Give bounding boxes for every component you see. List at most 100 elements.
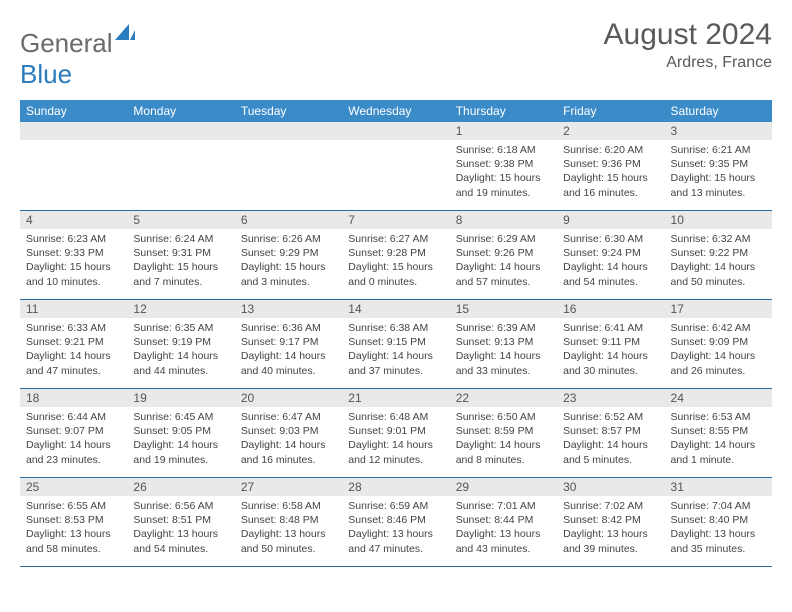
calendar: Sunday Monday Tuesday Wednesday Thursday… — [20, 100, 772, 567]
day-number: 23 — [557, 389, 664, 407]
sunset-text: Sunset: 9:13 PM — [456, 335, 551, 349]
sunrise-text: Sunrise: 6:35 AM — [133, 321, 228, 335]
calendar-day: 23Sunrise: 6:52 AMSunset: 8:57 PMDayligh… — [557, 389, 664, 477]
sunset-text: Sunset: 9:07 PM — [26, 424, 121, 438]
calendar-day: 10Sunrise: 6:32 AMSunset: 9:22 PMDayligh… — [665, 211, 772, 299]
calendar-day: 11Sunrise: 6:33 AMSunset: 9:21 PMDayligh… — [20, 300, 127, 388]
dow-tuesday: Tuesday — [235, 100, 342, 122]
daylight-text: Daylight: 13 hours and 47 minutes. — [348, 527, 443, 555]
day-body: Sunrise: 6:58 AMSunset: 8:48 PMDaylight:… — [235, 496, 342, 560]
sunrise-text: Sunrise: 7:01 AM — [456, 499, 551, 513]
sunrise-text: Sunrise: 6:48 AM — [348, 410, 443, 424]
day-body: Sunrise: 6:59 AMSunset: 8:46 PMDaylight:… — [342, 496, 449, 560]
calendar-day: 14Sunrise: 6:38 AMSunset: 9:15 PMDayligh… — [342, 300, 449, 388]
daylight-text: Daylight: 15 hours and 0 minutes. — [348, 260, 443, 288]
sunset-text: Sunset: 9:11 PM — [563, 335, 658, 349]
daylight-text: Daylight: 15 hours and 13 minutes. — [671, 171, 766, 199]
day-body: Sunrise: 6:42 AMSunset: 9:09 PMDaylight:… — [665, 318, 772, 382]
day-body: Sunrise: 6:26 AMSunset: 9:29 PMDaylight:… — [235, 229, 342, 293]
sunrise-text: Sunrise: 6:47 AM — [241, 410, 336, 424]
day-body: Sunrise: 6:32 AMSunset: 9:22 PMDaylight:… — [665, 229, 772, 293]
sunrise-text: Sunrise: 6:42 AM — [671, 321, 766, 335]
sunrise-text: Sunrise: 6:21 AM — [671, 143, 766, 157]
day-number: 25 — [20, 478, 127, 496]
day-body: Sunrise: 6:55 AMSunset: 8:53 PMDaylight:… — [20, 496, 127, 560]
daylight-text: Daylight: 13 hours and 39 minutes. — [563, 527, 658, 555]
day-number: 29 — [450, 478, 557, 496]
calendar-day: 17Sunrise: 6:42 AMSunset: 9:09 PMDayligh… — [665, 300, 772, 388]
day-body: Sunrise: 6:44 AMSunset: 9:07 PMDaylight:… — [20, 407, 127, 471]
calendar-day: 7Sunrise: 6:27 AMSunset: 9:28 PMDaylight… — [342, 211, 449, 299]
day-body: Sunrise: 6:30 AMSunset: 9:24 PMDaylight:… — [557, 229, 664, 293]
day-number: 27 — [235, 478, 342, 496]
calendar-day: 19Sunrise: 6:45 AMSunset: 9:05 PMDayligh… — [127, 389, 234, 477]
calendar-day: 3 Sunrise: 6:21 AMSunset: 9:35 PMDaylight… — [665, 122, 772, 210]
day-body: Sunrise: 6:38 AMSunset: 9:15 PMDaylight:… — [342, 318, 449, 382]
calendar-day: 22Sunrise: 6:50 AMSunset: 8:59 PMDayligh… — [450, 389, 557, 477]
dow-friday: Friday — [557, 100, 664, 122]
daylight-text: Daylight: 14 hours and 57 minutes. — [456, 260, 551, 288]
calendar-day: 27Sunrise: 6:58 AMSunset: 8:48 PMDayligh… — [235, 478, 342, 566]
daylight-text: Daylight: 14 hours and 40 minutes. — [241, 349, 336, 377]
daylight-text: Daylight: 14 hours and 50 minutes. — [671, 260, 766, 288]
calendar-day: 20Sunrise: 6:47 AMSunset: 9:03 PMDayligh… — [235, 389, 342, 477]
calendar-week: 25Sunrise: 6:55 AMSunset: 8:53 PMDayligh… — [20, 478, 772, 567]
day-body: Sunrise: 6:47 AMSunset: 9:03 PMDaylight:… — [235, 407, 342, 471]
day-body — [20, 140, 127, 147]
sunrise-text: Sunrise: 6:27 AM — [348, 232, 443, 246]
day-number: 20 — [235, 389, 342, 407]
calendar-day: 25Sunrise: 6:55 AMSunset: 8:53 PMDayligh… — [20, 478, 127, 566]
sunset-text: Sunset: 9:24 PM — [563, 246, 658, 260]
sunrise-text: Sunrise: 6:18 AM — [456, 143, 551, 157]
sunrise-text: Sunrise: 6:38 AM — [348, 321, 443, 335]
sunrise-text: Sunrise: 6:41 AM — [563, 321, 658, 335]
day-body: Sunrise: 6:24 AMSunset: 9:31 PMDaylight:… — [127, 229, 234, 293]
dow-saturday: Saturday — [665, 100, 772, 122]
day-body: Sunrise: 6:18 AMSunset: 9:38 PMDaylight:… — [450, 140, 557, 204]
day-body: Sunrise: 7:01 AMSunset: 8:44 PMDaylight:… — [450, 496, 557, 560]
daylight-text: Daylight: 15 hours and 3 minutes. — [241, 260, 336, 288]
day-number: 12 — [127, 300, 234, 318]
day-number: 13 — [235, 300, 342, 318]
day-number: 11 — [20, 300, 127, 318]
day-body: Sunrise: 7:04 AMSunset: 8:40 PMDaylight:… — [665, 496, 772, 560]
day-number: 28 — [342, 478, 449, 496]
day-number: 5 — [127, 211, 234, 229]
calendar-day: 18Sunrise: 6:44 AMSunset: 9:07 PMDayligh… — [20, 389, 127, 477]
dow-thursday: Thursday — [450, 100, 557, 122]
sunset-text: Sunset: 9:29 PM — [241, 246, 336, 260]
calendar-day: 29Sunrise: 7:01 AMSunset: 8:44 PMDayligh… — [450, 478, 557, 566]
sunset-text: Sunset: 9:05 PM — [133, 424, 228, 438]
day-body: Sunrise: 7:02 AMSunset: 8:42 PMDaylight:… — [557, 496, 664, 560]
daylight-text: Daylight: 15 hours and 7 minutes. — [133, 260, 228, 288]
daylight-text: Daylight: 14 hours and 5 minutes. — [563, 438, 658, 466]
sunrise-text: Sunrise: 6:53 AM — [671, 410, 766, 424]
sunrise-text: Sunrise: 7:04 AM — [671, 499, 766, 513]
day-number: 31 — [665, 478, 772, 496]
daylight-text: Daylight: 14 hours and 16 minutes. — [241, 438, 336, 466]
day-body: Sunrise: 6:56 AMSunset: 8:51 PMDaylight:… — [127, 496, 234, 560]
day-number: 17 — [665, 300, 772, 318]
sunset-text: Sunset: 9:01 PM — [348, 424, 443, 438]
header: GeneralBlue August 2024 Ardres, France — [20, 18, 772, 90]
day-number: 3 — [665, 122, 772, 140]
sunset-text: Sunset: 9:35 PM — [671, 157, 766, 171]
daylight-text: Daylight: 14 hours and 23 minutes. — [26, 438, 121, 466]
day-number: 15 — [450, 300, 557, 318]
sunrise-text: Sunrise: 6:45 AM — [133, 410, 228, 424]
day-number: 16 — [557, 300, 664, 318]
page-title: August 2024 — [604, 18, 772, 52]
day-body: Sunrise: 6:33 AMSunset: 9:21 PMDaylight:… — [20, 318, 127, 382]
daylight-text: Daylight: 15 hours and 10 minutes. — [26, 260, 121, 288]
day-body — [127, 140, 234, 147]
dow-sunday: Sunday — [20, 100, 127, 122]
daylight-text: Daylight: 13 hours and 35 minutes. — [671, 527, 766, 555]
daylight-text: Daylight: 15 hours and 16 minutes. — [563, 171, 658, 199]
sunrise-text: Sunrise: 6:55 AM — [26, 499, 121, 513]
sunset-text: Sunset: 8:53 PM — [26, 513, 121, 527]
sail-icon — [115, 24, 135, 42]
sunset-text: Sunset: 8:59 PM — [456, 424, 551, 438]
day-body: Sunrise: 6:52 AMSunset: 8:57 PMDaylight:… — [557, 407, 664, 471]
daylight-text: Daylight: 13 hours and 43 minutes. — [456, 527, 551, 555]
daylight-text: Daylight: 14 hours and 33 minutes. — [456, 349, 551, 377]
